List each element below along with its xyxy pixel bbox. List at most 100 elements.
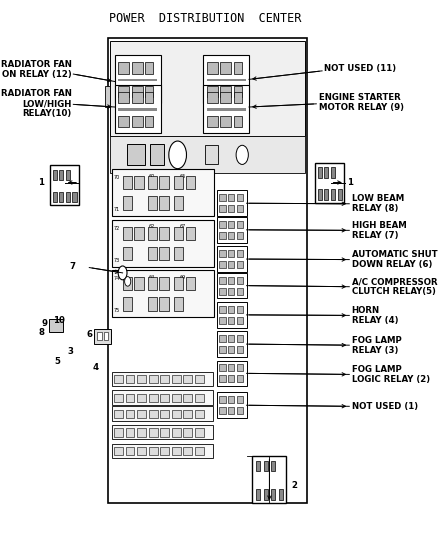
Bar — [148, 176, 157, 189]
Bar — [59, 169, 64, 180]
Text: LOW BEAM
RELAY (8): LOW BEAM RELAY (8) — [352, 194, 404, 213]
Text: A/C COMPRESSOR
CLUTCH RELAY(5): A/C COMPRESSOR CLUTCH RELAY(5) — [352, 277, 437, 296]
Circle shape — [169, 141, 187, 168]
Bar — [219, 194, 226, 201]
Bar — [207, 92, 218, 103]
Bar — [113, 443, 213, 458]
Bar — [127, 144, 145, 165]
Circle shape — [236, 146, 248, 165]
Bar — [148, 196, 157, 209]
Text: 6: 6 — [86, 330, 92, 339]
Bar — [217, 392, 247, 418]
Bar — [219, 221, 226, 228]
Bar — [134, 176, 144, 189]
Bar — [103, 332, 108, 341]
Bar — [115, 85, 161, 133]
Bar — [110, 41, 305, 136]
Bar — [331, 189, 335, 199]
Bar — [271, 461, 275, 471]
Bar — [220, 116, 231, 127]
Bar — [219, 205, 226, 212]
Bar — [160, 409, 169, 418]
Bar — [49, 319, 63, 332]
Bar — [228, 306, 234, 313]
Text: 62: 62 — [149, 224, 155, 229]
Bar — [148, 277, 157, 290]
Bar — [228, 194, 234, 201]
Text: 4: 4 — [93, 363, 99, 372]
Bar — [219, 396, 226, 403]
Bar — [207, 108, 246, 111]
Bar — [134, 277, 144, 290]
Bar — [237, 261, 243, 268]
Bar — [137, 447, 146, 455]
Bar — [145, 86, 153, 98]
Bar — [256, 489, 260, 500]
Bar — [132, 86, 143, 98]
Bar — [113, 390, 213, 405]
Bar — [219, 375, 226, 382]
Bar — [228, 205, 234, 212]
Bar — [160, 375, 169, 383]
Circle shape — [125, 277, 131, 286]
Bar — [237, 277, 243, 284]
Bar — [113, 372, 213, 386]
Text: 65: 65 — [180, 174, 186, 179]
Bar — [228, 277, 234, 284]
Bar — [114, 428, 123, 437]
Bar — [219, 346, 226, 353]
Bar — [172, 375, 181, 383]
Bar — [207, 86, 218, 98]
Bar — [217, 332, 247, 357]
Bar — [113, 425, 213, 439]
Circle shape — [118, 266, 127, 280]
Text: 64: 64 — [149, 274, 155, 280]
Bar — [318, 167, 322, 177]
Bar — [256, 461, 260, 471]
Bar — [186, 176, 195, 189]
Text: FOG LAMP
RELAY (3): FOG LAMP RELAY (3) — [352, 336, 401, 354]
Bar — [59, 191, 64, 202]
Bar — [149, 375, 158, 383]
Bar — [123, 176, 132, 189]
Bar — [160, 393, 169, 402]
Bar — [203, 55, 249, 103]
Bar — [123, 247, 132, 260]
Bar — [159, 277, 169, 290]
Text: 1: 1 — [347, 178, 353, 187]
Text: 67: 67 — [180, 224, 186, 229]
Bar — [114, 447, 123, 455]
Bar — [237, 194, 243, 201]
Bar — [132, 116, 143, 127]
Bar — [237, 250, 243, 257]
Bar — [228, 407, 234, 414]
Bar — [113, 220, 214, 266]
Bar — [237, 346, 243, 353]
Bar — [126, 447, 134, 455]
Bar — [315, 163, 344, 203]
Text: 2: 2 — [292, 481, 297, 490]
Bar — [137, 409, 146, 418]
Bar — [159, 297, 169, 311]
Bar — [234, 62, 242, 74]
Bar — [148, 247, 157, 260]
Text: AUTOMATIC SHUT
DOWN RELAY (6): AUTOMATIC SHUT DOWN RELAY (6) — [352, 250, 437, 269]
Bar — [53, 191, 57, 202]
Bar — [237, 365, 243, 371]
Bar — [220, 92, 231, 103]
Bar — [228, 288, 234, 295]
Bar — [113, 169, 214, 216]
Bar — [123, 297, 132, 311]
Bar — [219, 365, 226, 371]
Text: 70: 70 — [114, 175, 120, 180]
Bar — [325, 167, 328, 177]
Bar — [219, 335, 226, 342]
Bar — [173, 227, 183, 240]
Bar — [114, 409, 123, 418]
Bar — [237, 205, 243, 212]
Bar — [118, 108, 157, 111]
Bar — [237, 375, 243, 382]
Bar — [148, 297, 157, 311]
Bar — [264, 489, 268, 500]
Bar — [173, 176, 183, 189]
